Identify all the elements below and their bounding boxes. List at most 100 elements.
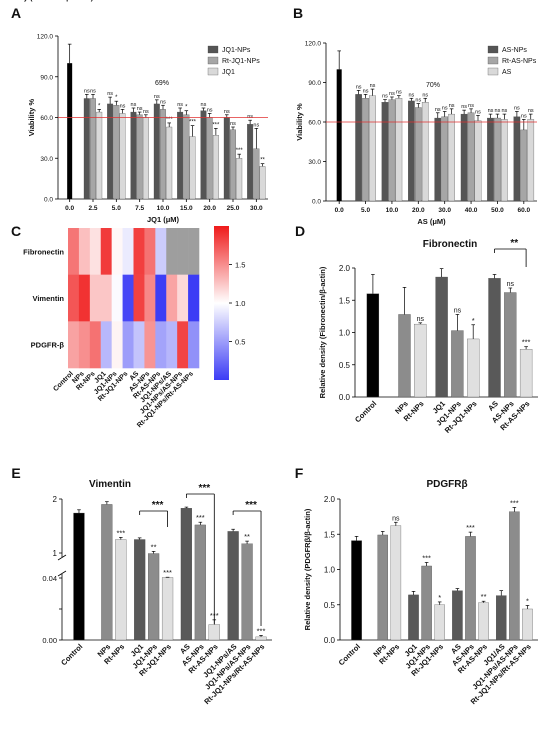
- panel-a-bar: [83, 98, 90, 200]
- panel-b-bar: [395, 98, 403, 202]
- panel-d-sig-label: *: [472, 316, 475, 325]
- panel-d-sig-label: ns: [417, 316, 425, 323]
- panel-a-y-tick-label: 0.0: [44, 197, 53, 204]
- panel-c-heatmap-cell: [144, 274, 156, 322]
- panel-c-row-label: Fibronectin: [23, 247, 64, 256]
- panel-c-heatmap-cell: [78, 228, 91, 275]
- panel-a-bar: [200, 110, 207, 200]
- panel-d-y-tick-label: 0.0: [339, 393, 351, 402]
- panel-f-bar: [522, 608, 533, 641]
- panel-f-y-label: Relative density (PDGFRβ/β-actin): [303, 508, 312, 630]
- panel-b-y-tick-label: 30.0: [308, 159, 321, 166]
- panel-d-bar: [435, 276, 448, 398]
- panel-a-control-bar: [67, 63, 73, 199]
- panel-c-heatmap-cell: [89, 228, 102, 275]
- panel-e-label: E: [11, 465, 20, 481]
- panel-e-bar: [180, 508, 192, 641]
- panel-e-bar: [134, 539, 146, 641]
- panel-c-heatmap-cell: [166, 321, 178, 369]
- panel-d-y-tick-label: 1.5: [339, 296, 351, 305]
- panel-c-heatmap-cell: [100, 321, 112, 369]
- panel-b-bar: [414, 107, 422, 202]
- panel-b-sig-label: ns: [488, 108, 494, 114]
- panel-f-bar: [408, 594, 419, 641]
- panel-e-sig-label: **: [244, 532, 250, 541]
- panel-f-sig-label: *: [438, 593, 441, 602]
- panel-a-bar: [107, 103, 114, 200]
- panel-e-bar: [241, 543, 253, 641]
- panel-a-sig-label: *: [115, 95, 118, 101]
- panel-d-bar: [488, 278, 501, 398]
- panel-d-y-tick-label: 0.5: [339, 361, 351, 370]
- panel-e-bar: [194, 524, 206, 641]
- panel-a-y-label: Viability %: [27, 98, 36, 136]
- panel-e-bar: [101, 504, 113, 641]
- panel-a-bar: [142, 117, 149, 200]
- panel-a-bar: [90, 98, 96, 200]
- panel-c-heatmap-cell: [188, 228, 200, 275]
- panel-e-axis-break-mark: [57, 570, 67, 577]
- panel-c-heatmap-cell: [177, 321, 189, 369]
- panel-c-heatmap-cell: [166, 274, 178, 322]
- panel-a-sig-label: ns: [201, 102, 207, 108]
- panel-a-bar: [206, 117, 213, 200]
- panel-f-bar: [478, 602, 489, 641]
- panel-a-sig-label: *: [185, 105, 188, 111]
- panel-c-row-label: PDGFR-β: [31, 341, 65, 350]
- panel-b-legend-label: AS-NPs: [502, 47, 527, 54]
- panel-b-x-tick-label: 30.0: [438, 207, 451, 214]
- panel-e-title: Vimentin: [89, 479, 131, 490]
- panel-c-heatmap-cell: [122, 274, 134, 322]
- panel-b-label: B: [293, 5, 303, 21]
- panel-b-legend-swatch: [487, 45, 499, 54]
- panel-a-bar: [166, 126, 173, 200]
- panel-c-heatmap-cell: [78, 321, 91, 369]
- panel-f-x-tick-label: Control: [337, 642, 362, 667]
- panel-b-sig-label: ns: [415, 98, 421, 104]
- panel-a-legend-swatch: [207, 56, 219, 65]
- panel-f-bar: [509, 511, 520, 641]
- panel-f-y-tick-label: 0.5: [324, 601, 336, 610]
- panel-f-sig-label: **: [481, 592, 487, 601]
- panel-a-bar: [259, 166, 266, 200]
- panel-a-sig-label: ***: [212, 122, 220, 128]
- panel-c-row-label: Vimentin: [32, 294, 64, 303]
- panel-f-y-tick-label: 2.0: [324, 495, 336, 504]
- panel-b-sig-label: ns: [356, 84, 362, 90]
- panel-d-y-tick-label: 1.0: [339, 329, 351, 338]
- panel-b-bar: [487, 117, 494, 202]
- panel-d-sig-label: ***: [522, 338, 531, 347]
- panel-e-bracket-label: ***: [152, 500, 164, 511]
- panel-b-bar: [513, 116, 521, 202]
- panel-a-x-tick-label: 20.0: [203, 205, 216, 212]
- panel-b-bar: [527, 119, 535, 202]
- panel-c-heatmap-cell: [188, 321, 200, 369]
- panel-a-bar: [183, 114, 190, 200]
- panel-a-bar: [136, 114, 143, 200]
- panel-b-bar: [355, 94, 362, 202]
- panel-d-bracket-label: **: [510, 238, 518, 249]
- panel-b-x-tick-label: 50.0: [491, 207, 504, 214]
- panel-e-bar: [115, 539, 127, 641]
- panel-a-sig-label: ns: [84, 88, 90, 94]
- panel-f-sig-label: ***: [510, 498, 519, 507]
- panel-b-sig-label: ns: [475, 109, 481, 115]
- panel-a-y-tick-label: 60.0: [40, 115, 53, 122]
- panel-b-bar: [460, 113, 468, 202]
- panel-e-bar: [161, 577, 174, 641]
- panel-f-sig-label: *: [526, 596, 529, 605]
- panel-e-sig-label: ***: [257, 626, 266, 635]
- panel-c-heatmap-cell: [68, 228, 80, 275]
- panel-f-y-tick-label: 1.5: [324, 530, 336, 539]
- panel-c-heatmap-cell: [155, 321, 167, 369]
- panel-f-bar: [465, 536, 476, 641]
- panel-f-bar: [390, 525, 402, 641]
- panel-b-y-tick-label: 60.0: [308, 120, 321, 127]
- panel-c-heatmap-cell: [144, 321, 156, 369]
- panel-f-bar: [434, 604, 445, 641]
- panel-b-legend-swatch: [487, 67, 499, 76]
- panel-a-x-tick-label: 7.5: [135, 205, 144, 212]
- panel-b-legend-swatch: [487, 56, 499, 65]
- panel-c-heatmap-cell: [111, 274, 123, 322]
- panel-a-legend-swatch: [207, 67, 219, 76]
